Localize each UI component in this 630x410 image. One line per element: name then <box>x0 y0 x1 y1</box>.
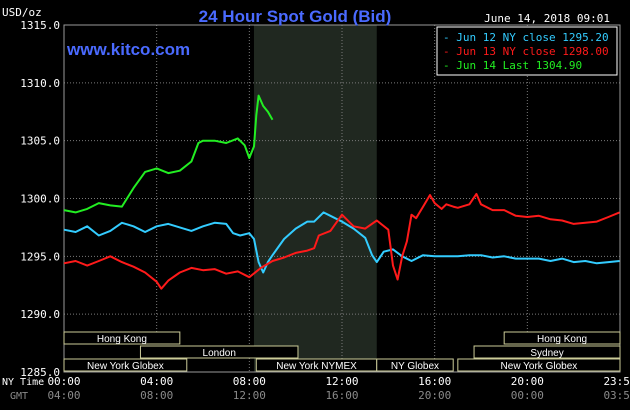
y-tick-label: 1305.0 <box>20 135 60 148</box>
y-tick-label: 1310.0 <box>20 77 60 90</box>
session-label: New York Globex <box>87 361 164 372</box>
legend-entry: - Jun 12 NY close 1295.20 <box>443 31 609 44</box>
x-tick-label-gmt: 12:00 <box>233 389 266 402</box>
session-box <box>63 358 188 372</box>
session-label: NY Globex <box>391 361 439 372</box>
x-tick-label-gmt: 00:00 <box>511 389 544 402</box>
x-axis-label-gmt: GMT <box>10 391 28 402</box>
legend-box <box>436 26 618 76</box>
x-tick-label-gmt: 20:00 <box>418 389 451 402</box>
series-line <box>63 192 620 290</box>
session-label: New York Globex <box>501 361 578 372</box>
x-tick-label-gmt: 04:00 <box>47 389 80 402</box>
x-tick-label-gmt: 16:00 <box>325 389 358 402</box>
y-tick-label: 1300.0 <box>20 193 60 206</box>
y-unit-label: USD/oz <box>2 6 42 19</box>
x-tick-label-gmt: 08:00 <box>140 389 173 402</box>
session-box <box>457 358 621 372</box>
x-tick-label-ny: 16:00 <box>418 375 451 388</box>
session-label: Sydney <box>530 348 563 359</box>
x-tick-label-ny: 20:00 <box>511 375 544 388</box>
session-label: New York NYMEX <box>276 361 357 372</box>
y-tick-label: 1295.0 <box>20 250 60 263</box>
x-tick-label-ny: 12:00 <box>325 375 358 388</box>
x-axis-label-ny: NY Time <box>2 377 44 388</box>
chart-timestamp: June 14, 2018 09:01 <box>484 12 610 25</box>
session-box <box>503 331 621 345</box>
plot-frame <box>63 24 621 373</box>
session-box <box>139 345 299 359</box>
legend-entry: - Jun 13 NY close 1298.00 <box>443 45 609 58</box>
session-box <box>376 358 454 372</box>
x-tick-label-ny: 23:59 <box>603 375 630 388</box>
session-label: Hong Kong <box>537 334 587 345</box>
chart-title: 24 Hour Spot Gold (Bid) <box>199 7 392 26</box>
y-tick-label: 1315.0 <box>20 19 60 32</box>
legend-entry: - Jun 14 Last 1304.90 <box>443 59 582 72</box>
series-line <box>63 211 620 274</box>
session-box <box>473 345 621 359</box>
watermark: www.kitco.com <box>66 40 190 59</box>
session-label: London <box>203 348 236 359</box>
x-tick-label-ny: 00:00 <box>47 375 80 388</box>
session-box <box>63 331 181 345</box>
x-tick-label-ny: 08:00 <box>233 375 266 388</box>
x-tick-label-gmt: 03:59 <box>603 389 630 402</box>
y-tick-label: 1285.0 <box>20 366 60 379</box>
series-line <box>63 94 274 214</box>
y-tick-label: 1290.0 <box>20 308 60 321</box>
session-label: Hong Kong <box>97 334 147 345</box>
x-tick-label-ny: 04:00 <box>140 375 173 388</box>
